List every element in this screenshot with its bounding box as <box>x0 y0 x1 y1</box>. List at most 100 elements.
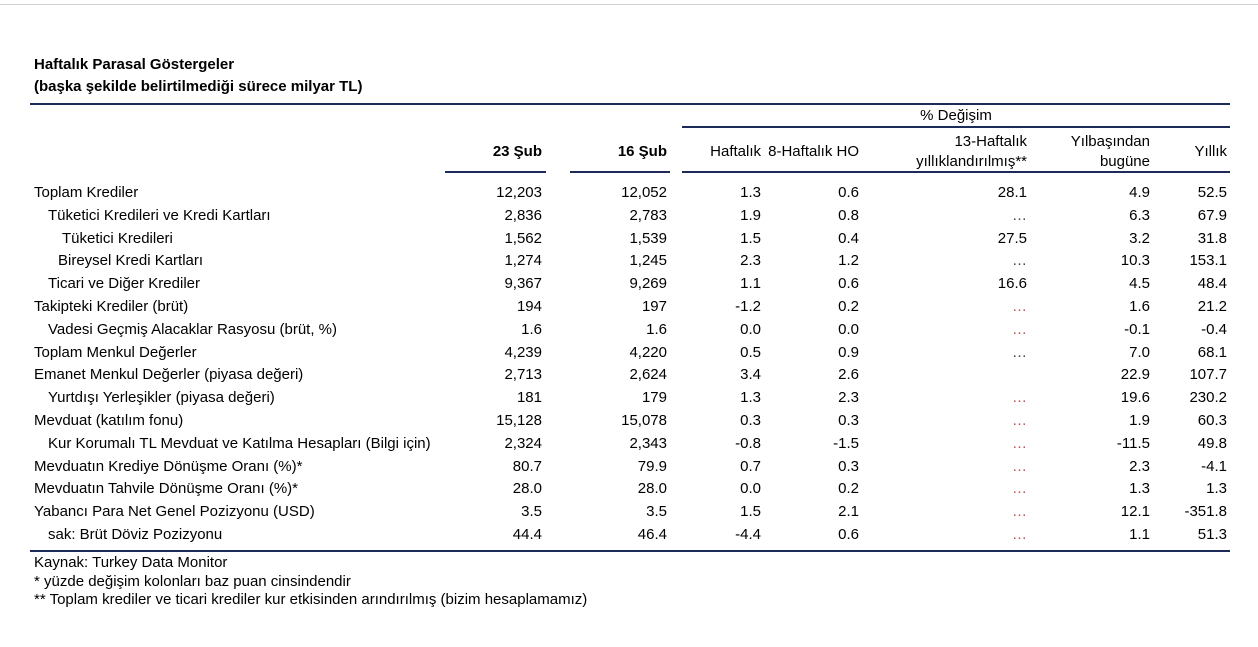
cell-yearly: 68.1 <box>1197 343 1227 361</box>
cell-ytd: 7.0 <box>1129 343 1150 361</box>
cell-yearly: 49.8 <box>1197 434 1227 452</box>
table-row: Toplam Menkul Değerler 4,239 4,220 0.5 0.9 … 7… <box>30 342 1230 365</box>
table-row: Tüketici Kredileri 1,562 1,539 1.5 0.4 27.5 3.… <box>30 228 1230 251</box>
cell-8-week: 0.8 <box>838 206 859 224</box>
col-header-23-sub: 23 Şub <box>445 132 545 172</box>
col-header-13-week-line2: yıllıklandırılmış** <box>916 153 1027 170</box>
cell-23-sub: 1,562 <box>504 229 542 247</box>
cell-ytd: 1.3 <box>1129 480 1150 498</box>
col-header-23-sub-text: 23 Şub <box>492 143 542 160</box>
cell-8-week: 0.3 <box>838 457 859 475</box>
cell-16-sub: 46.4 <box>637 525 667 543</box>
row-label: Takipteki Krediler (brüt) <box>34 297 189 315</box>
cell-weekly: 1.1 <box>740 275 761 293</box>
cell-8-week: 0.3 <box>838 411 859 429</box>
row-label: Mevduatın Tahvile Dönüşme Oranı (%)* <box>34 480 299 498</box>
cell-16-sub: 1,539 <box>629 229 667 247</box>
group-header-rule <box>682 126 1230 128</box>
cell-ytd: 22.9 <box>1120 366 1150 384</box>
cell-13-week: … <box>1012 252 1027 270</box>
cell-23-sub: 181 <box>516 389 542 407</box>
cell-ytd: 1.6 <box>1129 297 1150 315</box>
cell-yearly: -4.1 <box>1201 457 1227 475</box>
table-row: Vadesi Geçmiş Alacaklar Rasyosu (brüt, %… <box>30 319 1230 342</box>
cell-8-week: 0.2 <box>838 480 859 498</box>
cell-yearly: 153.1 <box>1189 252 1227 270</box>
cell-23-sub: 194 <box>516 297 542 315</box>
table-row: Mevduatın Tahvile Dönüşme Oranı (%)* 28.0… <box>30 478 1230 501</box>
cell-23-sub: 15,128 <box>496 411 542 429</box>
footnotes: Kaynak: Turkey Data Monitor * yüzde deği… <box>34 554 587 610</box>
cell-13-week: … <box>1012 206 1027 224</box>
cell-8-week: 1.2 <box>838 252 859 270</box>
table-row: Yabancı Para Net Genel Pozizyonu (USD) 3.… <box>30 501 1230 524</box>
cell-ytd: -11.5 <box>1116 434 1150 452</box>
col-header-ytd-line2: bugüne <box>1099 153 1150 170</box>
table-row: sak: Brüt Döviz Pozizyonu 44.4 46.4 -4.4 0.6… <box>30 524 1230 547</box>
footnote-1: * yüzde değişim kolonları baz puan cinsi… <box>34 572 351 590</box>
cell-ytd: 12.1 <box>1120 503 1150 521</box>
cell-23-sub: 3.5 <box>521 503 542 521</box>
group-header-percent-change: % Değişim <box>920 107 992 124</box>
cell-8-week: 2.6 <box>838 366 859 384</box>
cell-13-week: … <box>1012 480 1027 498</box>
cell-16-sub: 2,624 <box>629 366 667 384</box>
cell-weekly: 0.3 <box>740 411 761 429</box>
cell-ytd: 6.3 <box>1129 206 1150 224</box>
cell-8-week: 0.9 <box>838 343 859 361</box>
row-label: Mevduat (katılım fonu) <box>34 411 184 429</box>
col-header-16-sub-text: 16 Şub <box>617 143 667 160</box>
cell-8-week: 0.6 <box>838 184 859 201</box>
cell-weekly: 1.3 <box>740 389 761 407</box>
col-header-13-week-line1: 13-Haftalık <box>954 133 1027 150</box>
cell-13-week: 28.1 <box>997 184 1027 201</box>
table-row: Ticari ve Diğer Krediler 9,367 9,269 1.1 0.6… <box>30 273 1230 296</box>
cell-ytd: 2.3 <box>1129 457 1150 475</box>
cell-ytd: 3.2 <box>1129 229 1150 247</box>
cell-8-week: 2.1 <box>838 503 859 521</box>
cell-yearly: 230.2 <box>1189 389 1227 407</box>
cell-23-sub: 44.4 <box>512 525 542 543</box>
row-label: Ticari ve Diğer Krediler <box>48 275 200 293</box>
cell-weekly: -4.4 <box>735 525 761 543</box>
cell-yearly: -0.4 <box>1201 320 1227 338</box>
cell-yearly: 1.3 <box>1206 480 1227 498</box>
source-note: Kaynak: Turkey Data Monitor <box>34 554 228 571</box>
cell-weekly: 0.0 <box>740 480 761 498</box>
cell-13-week: … <box>1012 457 1027 475</box>
cell-16-sub: 179 <box>641 389 667 407</box>
cell-yearly: -351.8 <box>1184 503 1227 521</box>
cell-13-week: … <box>1012 434 1027 452</box>
row-label: Yabancı Para Net Genel Pozizyonu (USD) <box>34 503 315 521</box>
cell-8-week: 0.6 <box>838 275 859 293</box>
cell-ytd: 10.3 <box>1120 252 1150 270</box>
cell-8-week: 0.4 <box>838 229 859 247</box>
cell-13-week: 27.5 <box>997 229 1027 247</box>
row-label: Toplam Krediler <box>34 184 139 201</box>
table-row: Kur Korumalı TL Mevduat ve Katılma Hesap… <box>30 433 1230 456</box>
cell-weekly: 0.7 <box>740 457 761 475</box>
table-row: Tüketici Kredileri ve Kredi Kartları 2,83… <box>30 205 1230 228</box>
col-header-16-sub-underline <box>570 171 670 173</box>
cell-23-sub: 28.0 <box>512 480 542 498</box>
col-header-weekly-text: Haftalık <box>710 143 761 160</box>
cell-16-sub: 3.5 <box>646 503 667 521</box>
cell-yearly: 51.3 <box>1197 525 1227 543</box>
cell-yearly: 21.2 <box>1197 297 1227 315</box>
table-row: Yurtdışı Yerleşikler (piyasa değeri) 181 1… <box>30 387 1230 410</box>
cell-8-week: 0.0 <box>838 320 859 338</box>
cell-23-sub: 2,713 <box>504 366 542 384</box>
col-header-23-sub-underline <box>445 171 546 173</box>
table-body: Toplam Krediler 12,203 12,052 1.3 0.6 28.1 4.9… <box>30 182 1230 547</box>
row-label: Mevduatın Krediye Dönüşme Oranı (%)* <box>34 457 303 475</box>
row-label: Bireysel Kredi Kartları <box>58 252 204 270</box>
cell-23-sub: 4,239 <box>504 343 542 361</box>
cell-ytd: 4.9 <box>1129 184 1150 201</box>
top-border-line <box>0 4 1258 5</box>
cell-23-sub: 12,203 <box>496 184 542 201</box>
cell-23-sub: 2,324 <box>504 434 542 452</box>
cell-8-week: 2.3 <box>838 389 859 407</box>
table-row: Mevduat (katılım fonu) 15,128 15,078 0.3 0.3… <box>30 410 1230 433</box>
cell-16-sub: 4,220 <box>629 343 667 361</box>
cell-weekly: 0.0 <box>740 320 761 338</box>
